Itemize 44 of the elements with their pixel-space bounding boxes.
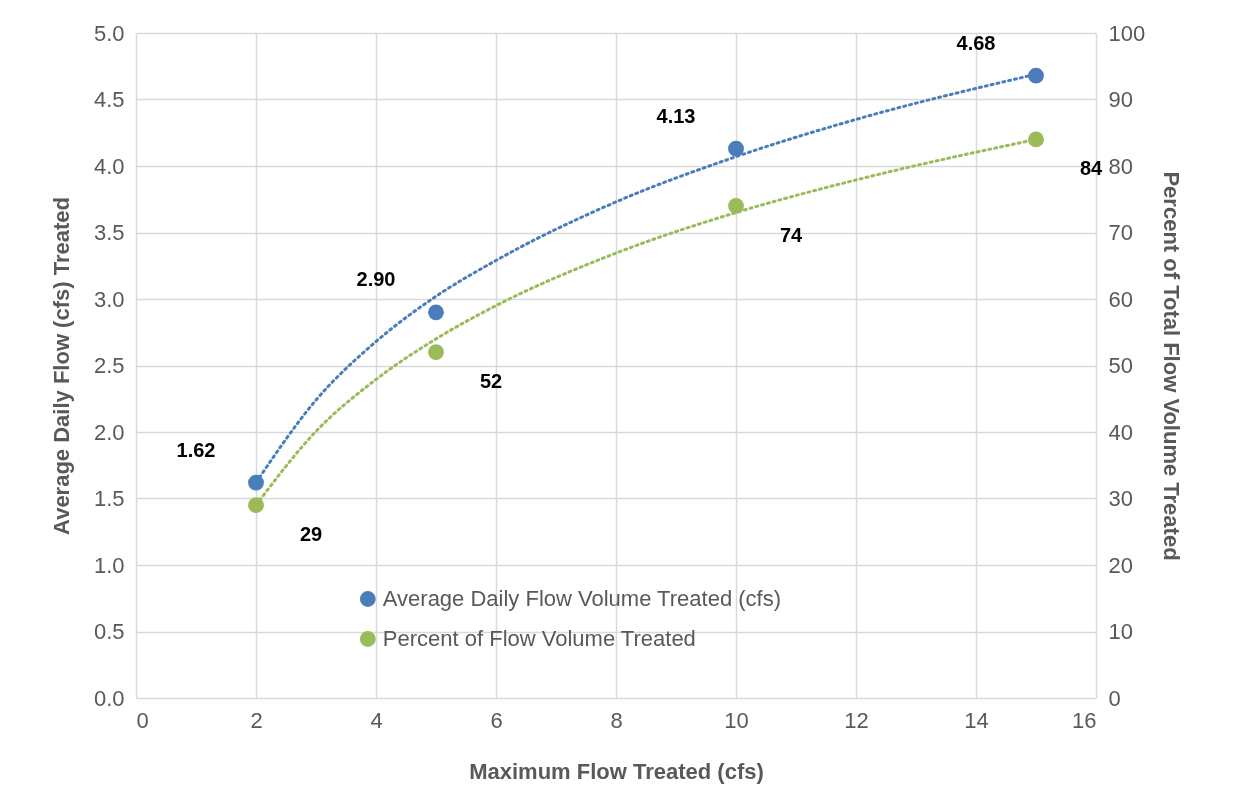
data-label: 4.68: [956, 31, 996, 54]
y2-tick-label: 20: [1108, 552, 1133, 578]
y2-tick-label: 90: [1108, 87, 1133, 112]
y2-tick-label: 0: [1108, 685, 1121, 711]
y-tick-label: 2.0: [93, 419, 125, 445]
x-axis-title: Maximum Flow Treated (cfs): [469, 758, 764, 784]
y-tick-label: 3.5: [93, 220, 125, 245]
data-label: 29: [299, 523, 323, 546]
data-label: 52: [479, 370, 503, 393]
y2-tick-label: 60: [1108, 286, 1133, 312]
x-tick-label: 6: [490, 707, 503, 733]
y-tick-label: 2.5: [93, 353, 125, 378]
y-tick-label: 0.0: [93, 685, 125, 711]
y2-axis-title: Percent of Total Flow Volume Treated: [1159, 171, 1185, 561]
data-label: 2.90: [356, 268, 396, 291]
data-label: 74: [779, 223, 803, 246]
y-tick-label: 1.0: [93, 552, 125, 578]
y2-tick-label: 70: [1108, 220, 1133, 245]
x-tick-label: 12: [844, 707, 869, 733]
x-tick-label: 0: [136, 707, 149, 733]
x-tick-label: 14: [964, 707, 989, 733]
x-tick-label: 16: [1072, 707, 1097, 733]
y2-tick-label: 40: [1108, 419, 1133, 445]
y2-tick-label: 100: [1108, 20, 1146, 46]
y2-tick-label: 80: [1108, 153, 1133, 179]
y2-tick-label: 10: [1108, 619, 1133, 644]
x-tick-label: 2: [250, 707, 263, 733]
y-tick-label: 5.0: [93, 20, 125, 46]
legend-label: Average Daily Flow Volume Treated (cfs): [382, 586, 781, 611]
y-tick-label: 4.0: [93, 153, 125, 179]
y-tick-label: 0.5: [93, 619, 125, 644]
data-label: 4.13: [656, 104, 696, 127]
y-tick-label: 3.0: [93, 286, 125, 312]
legend-label: Percent of Flow Volume Treated: [382, 626, 696, 651]
y-tick-label: 4.5: [93, 87, 125, 112]
x-tick-label: 4: [370, 707, 383, 733]
data-label: 1.62: [176, 438, 216, 461]
y2-tick-label: 50: [1108, 353, 1133, 378]
y2-tick-label: 30: [1108, 486, 1133, 511]
x-tick-label: 10: [724, 707, 749, 733]
data-label: 84: [1079, 157, 1103, 180]
x-tick-label: 8: [610, 707, 623, 733]
y-tick-label: 1.5: [93, 486, 125, 511]
y-axis-title: Average Daily Flow (cfs) Treated: [48, 197, 74, 535]
